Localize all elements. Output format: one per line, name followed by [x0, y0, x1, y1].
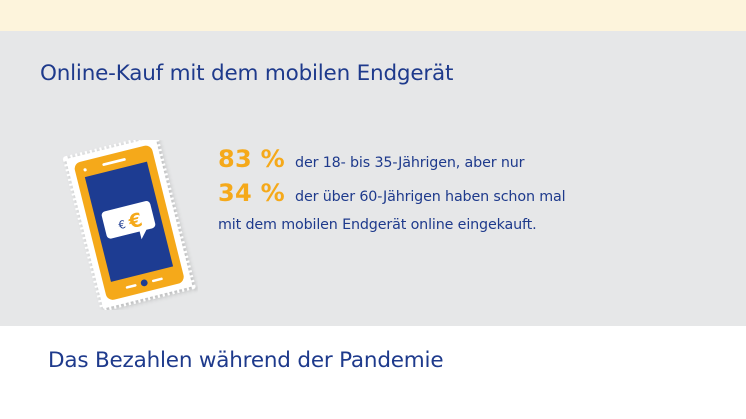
phone-bottom-slot-right	[151, 277, 163, 283]
phone-home-button	[140, 279, 148, 287]
smartphone-svg: € €	[62, 133, 196, 312]
speech-bubble	[101, 201, 156, 240]
stat-row-tail: mit dem mobilen Endgerät online eingekau…	[218, 217, 718, 247]
top-band	[0, 0, 746, 31]
phone-bottom-slot-left	[125, 284, 137, 289]
stat-row-old: 34 % der über 60-Jährigen haben schon ma…	[218, 179, 718, 213]
smartphone-euro-icon: € €	[58, 133, 198, 312]
phone-speaker	[102, 158, 126, 166]
stat-block: 83 % der 18- bis 35-Jährigen, aber nur 3…	[218, 145, 718, 247]
stat-value-old: 34 %	[218, 179, 286, 207]
stat-text-tail: mit dem mobilen Endgerät online eingekau…	[218, 217, 537, 233]
stat-text-old: der über 60-Jährigen haben schon mal	[295, 189, 566, 205]
stat-text-young: der 18- bis 35-Jährigen, aber nur	[295, 155, 525, 171]
section-title: Das Bezahlen während der Pandemie	[48, 348, 444, 373]
stat-row-young: 83 % der 18- bis 35-Jährigen, aber nur	[218, 145, 718, 179]
euro-symbol-small: €	[117, 218, 127, 232]
stat-value-young: 83 %	[218, 145, 286, 173]
panel-title: Online-Kauf mit dem mobilen Endgerät	[40, 61, 454, 86]
euro-symbol-large: €	[126, 209, 145, 234]
phone-camera	[83, 168, 87, 172]
